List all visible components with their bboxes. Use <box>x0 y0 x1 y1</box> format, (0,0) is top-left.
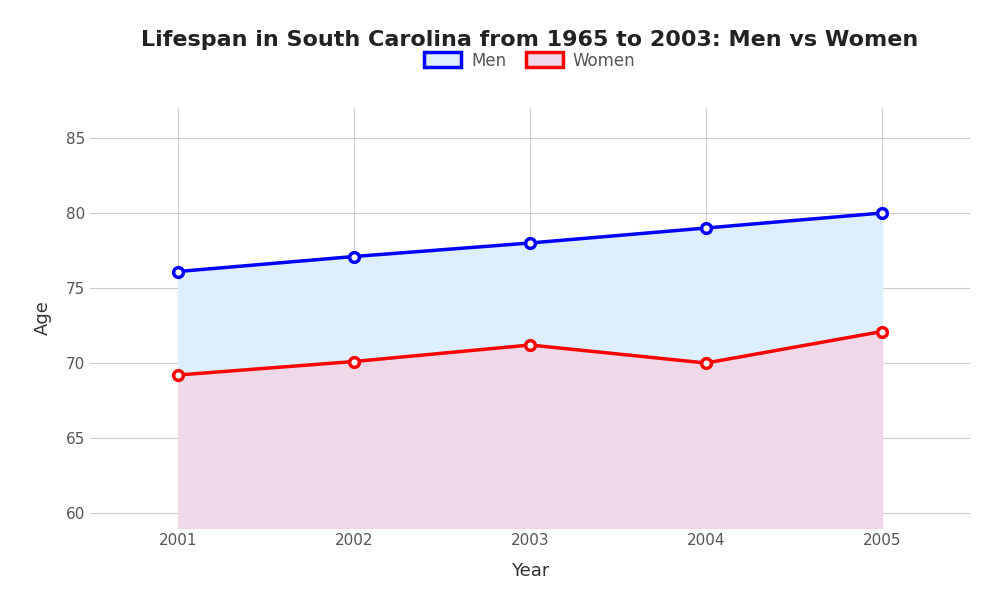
Title: Lifespan in South Carolina from 1965 to 2003: Men vs Women: Lifespan in South Carolina from 1965 to … <box>141 29 919 49</box>
X-axis label: Year: Year <box>511 562 549 580</box>
Legend: Men, Women: Men, Women <box>418 45 642 76</box>
Y-axis label: Age: Age <box>34 301 52 335</box>
